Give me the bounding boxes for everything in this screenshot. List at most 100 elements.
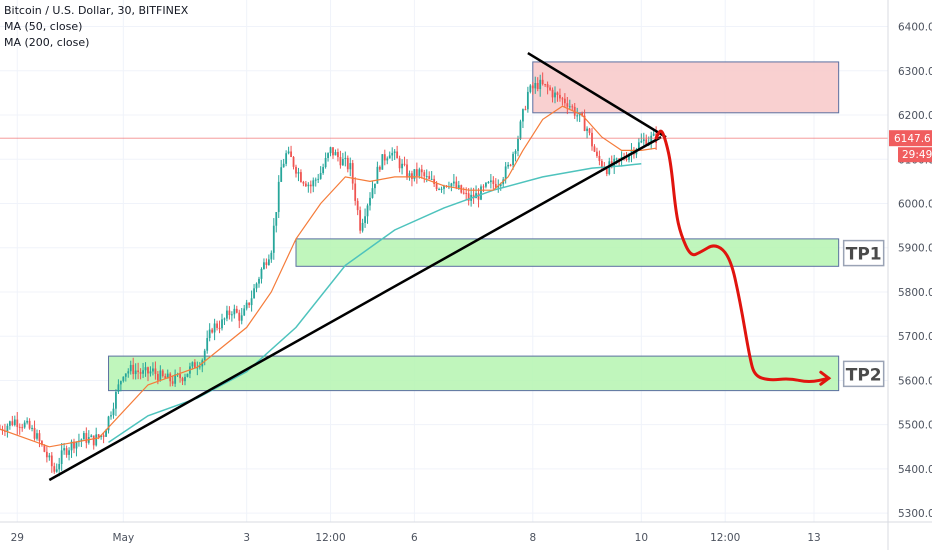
candle-body: [559, 94, 561, 99]
candle-body: [258, 278, 260, 284]
candle-body: [492, 180, 495, 184]
candle-body: [494, 183, 497, 188]
candle-body: [561, 98, 564, 100]
candle-body: [166, 373, 169, 379]
candle-body: [556, 92, 559, 95]
candle-body: [73, 441, 75, 449]
candle-body: [129, 364, 132, 372]
candle-body: [184, 376, 186, 382]
candle-body: [566, 103, 569, 107]
candle-body: [31, 427, 33, 429]
candle-body: [529, 85, 532, 92]
candle-body: [329, 147, 332, 154]
candle-body: [221, 319, 223, 329]
candle-body: [512, 153, 514, 166]
candle-body: [122, 376, 125, 382]
candle-body: [369, 197, 371, 206]
candle-body: [334, 152, 337, 156]
candle-body: [327, 153, 329, 158]
candle-body: [179, 374, 181, 379]
candle-body: [156, 373, 159, 381]
price-axis[interactable]: 5300.0 5400.0 5500.0 5600.0 5700.0 5800.0 5900…: [887, 0, 932, 550]
candle-body: [240, 315, 243, 321]
candle-body: [272, 225, 275, 253]
trendline: [48, 136, 662, 482]
candle-body: [640, 140, 643, 143]
forecast: [654, 129, 832, 386]
time-axis[interactable]: 29 May 3 12:00 6 8 10 12:00 13: [0, 521, 932, 544]
candle-body: [524, 109, 527, 111]
candle-body: [381, 154, 384, 170]
candle-body: [58, 464, 61, 470]
price-tick-label: 5400.0: [898, 464, 932, 476]
candle-body: [149, 371, 152, 374]
candle-body: [588, 128, 591, 133]
candle-body: [354, 183, 357, 201]
candle-body: [267, 259, 270, 265]
candle-body: [198, 366, 201, 368]
candle-body: [223, 318, 226, 320]
candle-body: [413, 169, 416, 179]
candle-body: [499, 184, 502, 186]
candle-body: [97, 434, 100, 437]
candle-body: [265, 262, 268, 265]
candle-body: [102, 435, 105, 437]
candle-body: [65, 448, 68, 455]
candle-body: [48, 455, 51, 458]
candle-body: [228, 310, 231, 316]
candle-body: [546, 84, 549, 88]
countdown-label: 29:49: [902, 149, 932, 161]
candle-body: [522, 109, 524, 122]
candle-body: [504, 166, 507, 180]
candle-body: [80, 439, 83, 441]
candle-body: [11, 421, 14, 426]
candle-body: [497, 185, 500, 188]
time-tick-label: 12:00: [710, 532, 740, 544]
candle-body: [551, 89, 554, 98]
candles: [0, 72, 658, 477]
candle-body: [376, 166, 379, 184]
candle-body: [364, 216, 366, 223]
candle-body: [628, 154, 630, 160]
candle-body: [341, 158, 344, 166]
candle-body: [63, 448, 66, 451]
time-tick-label: 13: [807, 532, 820, 544]
zone-labels: TP1 TP2: [842, 239, 885, 388]
candle-body: [378, 166, 381, 170]
symbol-title: Bitcoin / U.S. Dollar, 30, BITFINEX: [4, 4, 189, 17]
candle-body: [208, 329, 211, 339]
price-tick-label: 5900.0: [898, 243, 932, 255]
candle-body: [514, 151, 517, 154]
time-tick-label: 3: [243, 532, 250, 544]
candle-body: [154, 368, 157, 374]
candle-body: [398, 158, 401, 169]
candle-body: [142, 370, 144, 374]
candle-body: [519, 121, 522, 139]
candle-body: [16, 419, 19, 427]
candle-body: [351, 163, 354, 184]
candle-body: [596, 151, 598, 156]
candle-body: [625, 158, 628, 160]
candle-body: [583, 115, 586, 131]
resistance-zone: [532, 61, 840, 114]
candle-body: [401, 163, 403, 169]
forecast-arrowhead: [819, 370, 832, 386]
candle-body: [319, 173, 322, 179]
candle-body: [396, 151, 399, 159]
candle-body: [337, 152, 339, 158]
candle-body: [110, 415, 112, 417]
candle-body: [317, 178, 320, 180]
candle-body: [193, 362, 196, 369]
candle-body: [117, 384, 120, 392]
candle-body: [137, 370, 140, 373]
candle-body: [43, 444, 46, 452]
candle-body: [406, 164, 408, 178]
candle-body: [618, 158, 621, 160]
candle-body: [388, 155, 391, 159]
candle-body: [487, 182, 490, 184]
candle-body: [70, 441, 73, 451]
candle-body: [68, 450, 70, 455]
candle-body: [139, 372, 142, 374]
